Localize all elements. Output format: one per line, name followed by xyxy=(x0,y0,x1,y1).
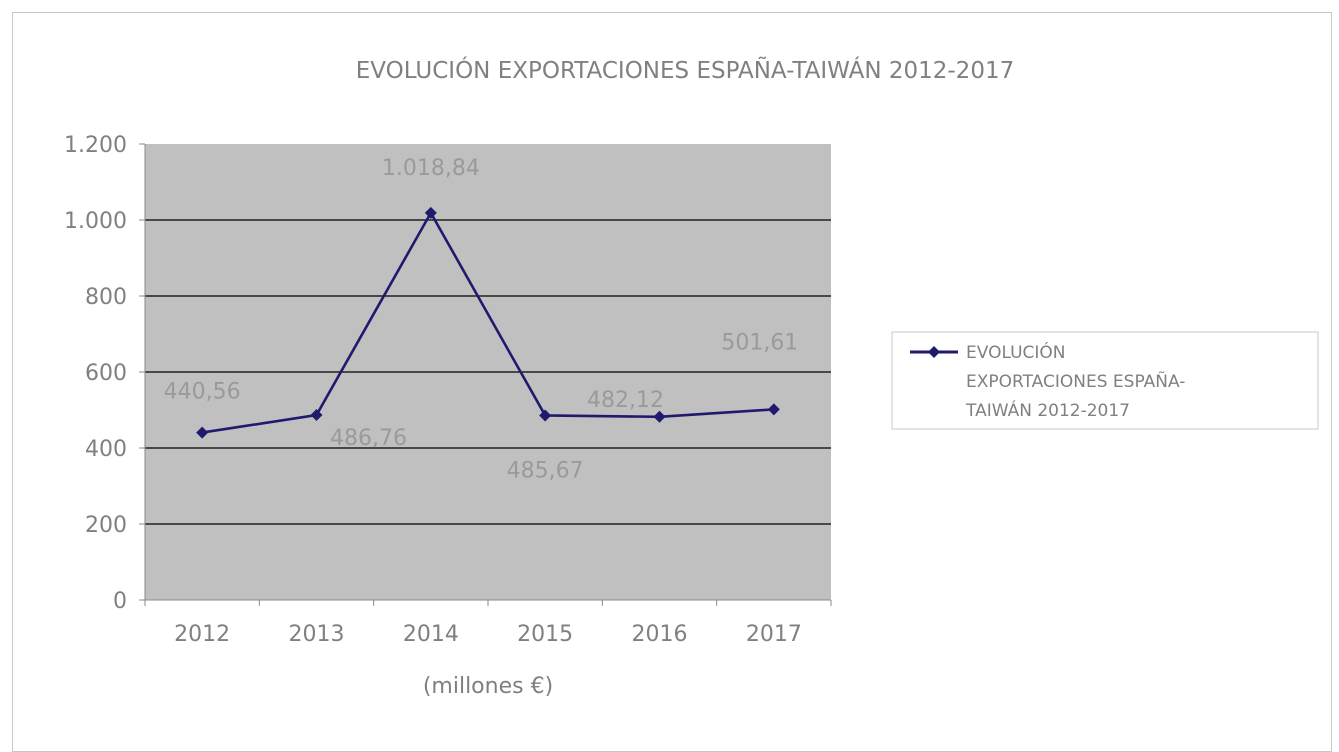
legend-label-line-2: EXPORTACIONES ESPAÑA- xyxy=(966,370,1185,392)
data-label-2016: 482,12 xyxy=(587,388,664,413)
y-tick-label-4: 800 xyxy=(85,285,127,310)
y-tick-label-2: 400 xyxy=(85,437,127,462)
data-point-2012 xyxy=(196,426,209,439)
x-tick-label-2012: 2012 xyxy=(174,622,230,647)
series-line-0 xyxy=(201,210,774,434)
x-tick-label-2013: 2013 xyxy=(289,622,345,647)
data-point-2013 xyxy=(310,409,323,422)
x-tick-label-2016: 2016 xyxy=(632,622,688,647)
y-tick-label-1: 200 xyxy=(85,513,127,538)
data-label-2013: 486,76 xyxy=(330,426,407,451)
y-tick-label-0: 0 xyxy=(113,589,127,614)
y-tick-label-5: 1.000 xyxy=(64,209,127,234)
data-label-2015: 485,67 xyxy=(507,458,584,483)
x-tick-label-2015: 2015 xyxy=(517,622,573,647)
grid-lines xyxy=(145,219,831,525)
legend-box xyxy=(891,331,1319,430)
data-point-2016 xyxy=(653,410,666,423)
data-point-2015 xyxy=(539,409,552,422)
y-axis: 0 200 400 600 800 1.000 1.200 xyxy=(64,133,146,614)
x-tick-label-2017: 2017 xyxy=(746,622,802,647)
legend-label-line-1: EVOLUCIÓN xyxy=(966,341,1066,363)
legend-marker-swatch xyxy=(928,346,940,358)
chart-title: EVOLUCIÓN EXPORTACIONES ESPAÑA-TAIWÁN 20… xyxy=(356,56,1014,84)
data-label-2012: 440,56 xyxy=(164,380,241,405)
x-tick-label-2014: 2014 xyxy=(403,622,459,647)
legend-label-line-3: TAIWÁN 2012-2017 xyxy=(965,399,1130,421)
y-tick-label-6: 1.200 xyxy=(64,133,127,158)
data-labels: 440,56 486,76 1.018,84 485,67 482,12 501,61 xyxy=(164,156,799,484)
data-point-2017 xyxy=(767,403,780,416)
x-axis-label: (millones €) xyxy=(423,674,553,699)
data-label-2017: 501,61 xyxy=(721,330,798,355)
y-tick-label-3: 600 xyxy=(85,361,127,386)
legend: EVOLUCIÓN EXPORTACIONES ESPAÑA- TAIWÁN 2… xyxy=(891,331,1319,430)
x-axis: 2012 2013 2014 2015 2016 2017 xyxy=(144,599,832,647)
series-group xyxy=(196,206,780,439)
data-point-2014 xyxy=(424,206,437,219)
data-label-2014: 1.018,84 xyxy=(382,156,480,181)
